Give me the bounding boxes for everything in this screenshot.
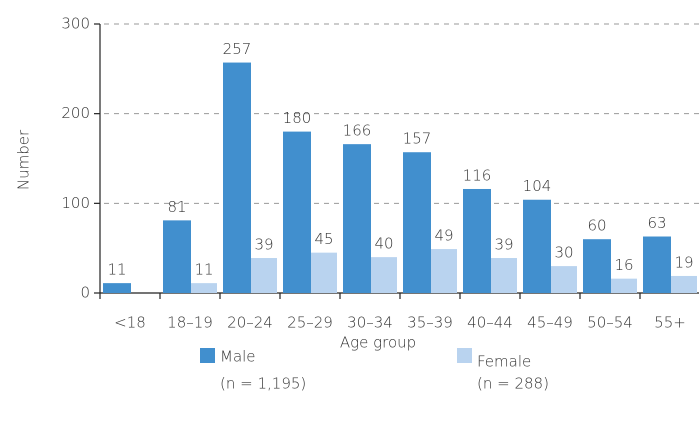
- x-tick-label: 30–34: [347, 314, 393, 332]
- bar: [343, 144, 371, 293]
- data-label: 49: [434, 227, 453, 245]
- data-label: 104: [523, 177, 552, 195]
- data-label: 16: [614, 256, 633, 274]
- y-tick-label: 100: [61, 194, 90, 212]
- x-tick-label: 35–39: [407, 314, 453, 332]
- data-label: 40: [374, 235, 393, 253]
- x-tick-label: 18–19: [167, 314, 213, 332]
- x-tick-label: 45–49: [527, 314, 573, 332]
- bar: [403, 152, 431, 293]
- bar: [283, 131, 311, 293]
- data-label: 11: [194, 261, 213, 279]
- data-label: 257: [223, 40, 252, 58]
- data-label: 45: [314, 230, 333, 248]
- data-label: 11: [107, 261, 126, 279]
- legend-label: Male: [220, 348, 256, 366]
- legend-label: Female: [477, 353, 531, 371]
- bar: [311, 252, 337, 293]
- bar: [611, 278, 637, 293]
- y-axis-label: Number: [15, 129, 33, 190]
- bar: [223, 62, 251, 293]
- legend-swatch: [200, 348, 215, 363]
- data-label: 39: [254, 236, 273, 254]
- data-label: 60: [587, 217, 606, 235]
- x-tick-label: <18: [114, 314, 146, 332]
- x-tick-label: 20–24: [227, 314, 273, 332]
- data-label: 19: [674, 253, 693, 271]
- bar: [523, 199, 551, 293]
- y-tick-label: 0: [80, 284, 90, 302]
- legend-note: (n = 288): [477, 375, 549, 393]
- y-tick-label: 300: [61, 15, 90, 33]
- x-axis-label: Age group: [340, 334, 416, 352]
- bar: [671, 275, 697, 293]
- bar: [103, 283, 131, 293]
- data-label: 180: [283, 109, 312, 127]
- bar: [643, 236, 671, 293]
- bar: [491, 258, 517, 293]
- bar: [251, 258, 277, 293]
- bar: [431, 249, 457, 293]
- bar: [463, 188, 491, 293]
- data-label: 63: [647, 214, 666, 232]
- x-tick-label: 50–54: [587, 314, 633, 332]
- bar: [551, 266, 577, 293]
- legend-note: (n = 1,195): [220, 375, 306, 393]
- data-label: 30: [554, 244, 573, 262]
- data-label: 39: [494, 236, 513, 254]
- y-tick-label: 200: [61, 104, 90, 122]
- legend-swatch: [457, 348, 472, 363]
- x-tick-label: 40–44: [467, 314, 513, 332]
- data-label: 157: [403, 130, 432, 148]
- data-label: 81: [167, 198, 186, 216]
- x-tick-label: 55+: [654, 314, 686, 332]
- bar: [191, 283, 217, 293]
- bar: [163, 220, 191, 293]
- data-label: 116: [463, 166, 492, 184]
- bar: [371, 257, 397, 293]
- x-tick-label: 25–29: [287, 314, 333, 332]
- data-label: 166: [343, 122, 372, 140]
- bar: [583, 239, 611, 293]
